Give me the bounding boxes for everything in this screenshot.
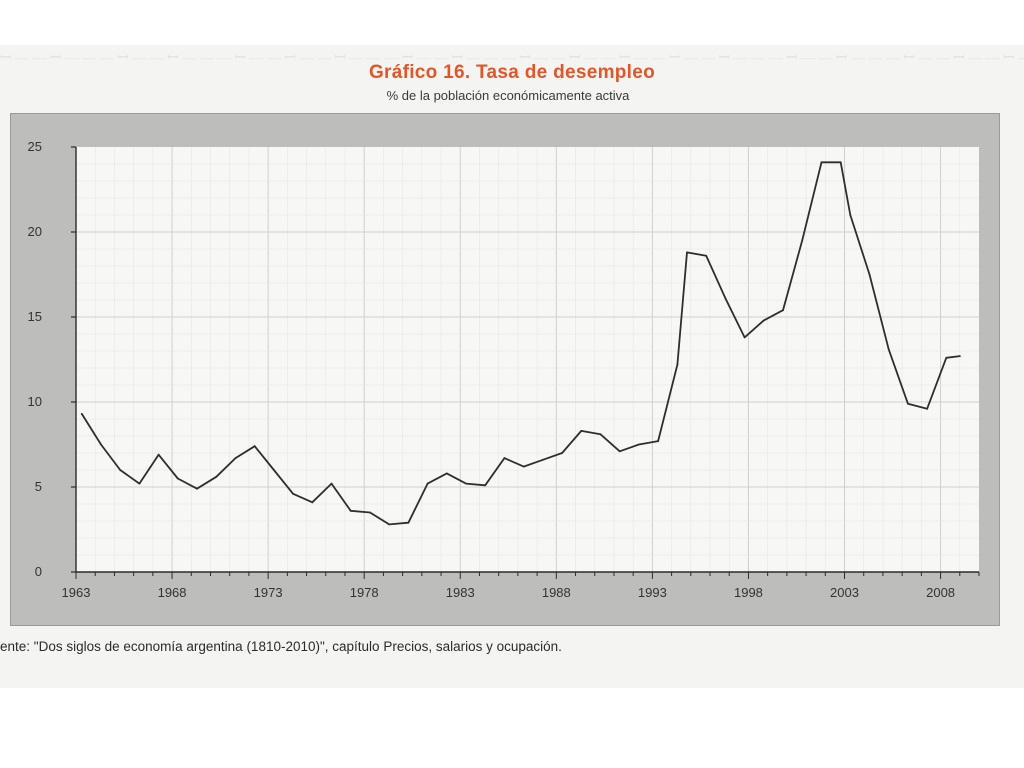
data-point [657,440,660,442]
data-point [724,297,727,300]
data-point [926,407,929,410]
data-point [369,511,371,514]
chart-frame: 0 5 10 15 20 25 1963 1968 1973 1978 1983 1988 1993 19… [10,113,1000,626]
data-point [234,457,237,459]
x-tick-label: 1998 [734,585,763,600]
data-point [945,356,948,359]
source-note: ente: "Dos siglos de economía argentina … [0,639,562,654]
data-point [215,475,218,478]
data-point [782,309,784,312]
data-point [849,214,852,216]
data-point [292,492,295,495]
x-tick-label: 2003 [830,585,859,600]
data-point [100,443,102,446]
x-tick-label: 1963 [62,585,91,600]
data-point [138,482,141,485]
plot-area [76,147,979,572]
y-tick-label: 25 [28,139,42,154]
data-point [676,363,679,366]
data-point [388,523,391,526]
chart-subtitle: % de la población económicamente activa [386,88,630,103]
data-point [426,482,429,485]
data-point [743,336,746,339]
data-point [503,457,506,459]
data-point [253,445,256,448]
data-point [580,430,583,432]
x-tick-label: 1978 [350,585,379,600]
data-point [349,509,352,512]
data-point [407,521,410,524]
x-tick-label: 1993 [638,585,667,600]
data-point [762,319,765,322]
data-point [484,484,487,487]
data-point [311,501,314,504]
data-point [445,472,448,475]
x-tick-label: 1983 [446,585,475,600]
data-point [465,482,467,485]
data-point [541,458,544,461]
data-point [820,161,823,164]
scanned-page: ꟷ — — ꟷ — — — ꟷ — — ꟷ — — — ꟷ — — ꟷ — — … [0,45,1024,688]
data-point [272,469,275,471]
data-point [907,402,909,405]
data-point [868,273,871,276]
x-tick-label: 1968 [158,585,187,600]
data-point [801,239,804,242]
chart-title: Gráfico 16. Tasa de desempleo [368,62,656,83]
y-tick-label: 20 [28,224,42,239]
data-point [705,254,708,257]
y-tick-label: 15 [28,309,42,324]
y-tick-label: 5 [35,479,42,494]
data-point [618,450,621,453]
data-point [839,161,842,164]
data-point [599,433,602,436]
y-tick-label: 10 [28,394,42,409]
x-tick-label: 2008 [926,585,955,600]
data-point [887,348,890,351]
data-point [330,482,333,485]
data-point [561,452,563,454]
series-line [80,161,961,526]
data-point [686,251,688,254]
data-point [119,469,122,471]
x-tick-label: 1973 [254,585,283,600]
y-tick-label: 0 [35,564,42,579]
data-point [638,443,640,446]
data-point [157,453,160,456]
data-point [522,465,525,468]
data-point [958,355,961,357]
x-tick-label: 1988 [542,585,571,600]
data-point [80,413,83,415]
data-point [176,477,179,480]
data-point [196,487,198,490]
line-chart: 0 5 10 15 20 25 1963 1968 1973 1978 1983 1988 1993 19… [28,139,980,600]
